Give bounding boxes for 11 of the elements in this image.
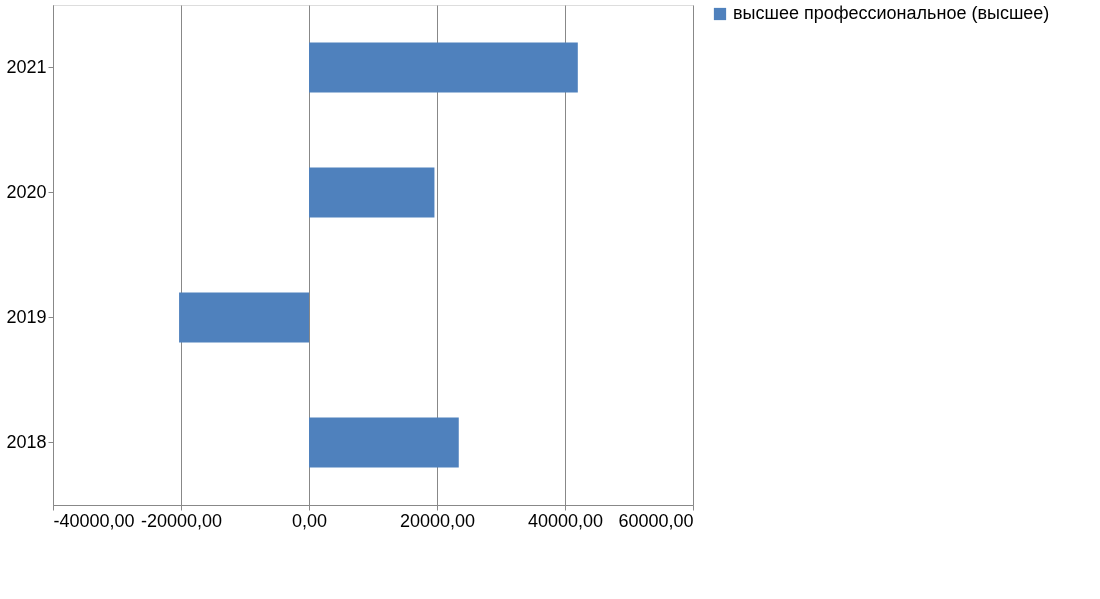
- x-tick-label: -20000,00: [140, 510, 223, 531]
- x-tick-label: 60000,00: [618, 510, 694, 531]
- y-tick-label: 2018: [6, 431, 47, 452]
- x-tick-label: 40000,00: [527, 510, 604, 531]
- y-tick-label: 2019: [6, 306, 47, 327]
- x-tick-label: 0,00: [291, 510, 328, 531]
- y-tick-label: 2021: [6, 56, 47, 77]
- legend-label: высшее профессиональное (высшее): [733, 3, 1050, 23]
- x-tick-label: -40000,00: [53, 510, 135, 531]
- y-tick-label: 2020: [6, 181, 47, 202]
- x-tick-label: 20000,00: [399, 510, 476, 531]
